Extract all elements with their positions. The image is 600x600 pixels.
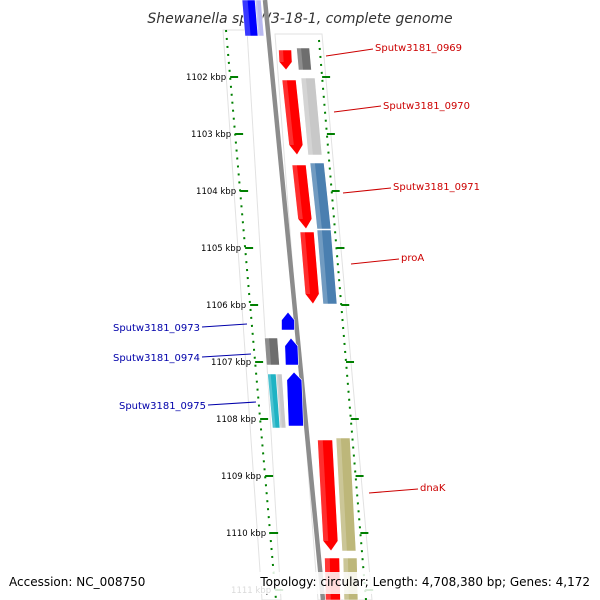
cds-block-sputw3181-0975-gray-highlight (276, 374, 283, 428)
gene-arrow-dnak (317, 439, 339, 552)
cds-block-sputw3181-0969 (296, 47, 312, 71)
gene-leader-line (201, 323, 248, 328)
scale-tick-label: 1109 kbp (221, 472, 261, 482)
gene-leader-line (368, 488, 419, 494)
scale-tick-label: 1105 kbp (201, 244, 241, 254)
scale-tick-label: 1110 kbp (226, 529, 266, 539)
scale-tick-label: 1104 kbp (196, 187, 236, 197)
cds-top-partial-shade-highlight (255, 0, 261, 36)
inner-ring-band (222, 29, 282, 600)
gene-label: Sputw3181_0970 (383, 101, 470, 112)
gene-label: Sputw3181_0971 (393, 182, 480, 193)
gene-arrow-sputw3181-0971-highlight (292, 165, 303, 219)
feature-tracks (241, 0, 359, 600)
gene-arrow-dnak-highlight (317, 440, 329, 541)
map-title: Shewanella sp. W3-18-1, complete genome (147, 11, 452, 27)
cds-block-dnak-highlight (336, 438, 347, 551)
genome-backbone (262, 0, 326, 600)
cds-top-partial-highlight (242, 0, 251, 36)
cds-block-sputw3181-0969-highlight (296, 48, 304, 70)
gene-arrow-sputw3181-0973 (281, 311, 295, 331)
scale-tick-label: 1102 kbp (186, 73, 226, 83)
cds-block-sputw3181-0971 (309, 162, 332, 230)
cds-block-dnak (335, 437, 357, 552)
cds-block-sputw3181-0971-highlight (310, 163, 322, 229)
gene-arrow-sputw3181-0970 (281, 79, 304, 156)
cds-block-sputw3181-0975-highlight (267, 374, 276, 428)
cds-top-partial-shade (254, 0, 265, 37)
accession-text: Accession: NC_008750 (9, 575, 145, 589)
gene-label: Sputw3181_0969 (375, 43, 462, 54)
gene-arrow-sputw3181-0975 (286, 371, 304, 427)
gene-label: proA (401, 253, 424, 264)
gene-label: dnaK (420, 483, 446, 494)
gene-arrow-proa-highlight (300, 232, 311, 294)
gene-leader-line (342, 187, 392, 194)
gene-leader-line (325, 48, 374, 57)
scale-tick-label: 1106 kbp (206, 301, 246, 311)
gene-arrow-sputw3181-0970-highlight (282, 80, 294, 145)
gene-arrow-sputw3181-0974 (284, 337, 299, 366)
genome-summary-text: Topology: circular; Length: 4,708,380 bp… (259, 575, 590, 589)
gene-label: Sputw3181_0974 (113, 353, 200, 364)
scale-tick-label: 1103 kbp (191, 130, 231, 140)
cds-block-sputw3181-0974 (264, 337, 280, 366)
cds-block-proa (316, 229, 338, 305)
gene-leader-line (201, 353, 252, 358)
gene-arrow-sputw3181-0969-highlight (278, 50, 284, 62)
cds-block-proa-highlight (317, 230, 328, 304)
footer-background (0, 572, 600, 594)
gene-leader-line (350, 258, 400, 265)
scale-tick-label: 1108 kbp (216, 415, 256, 425)
gene-labels: Sputw3181_0969 Sputw3181_0970 Sputw3181_09… (113, 43, 480, 494)
cds-block-sputw3181-0970 (300, 77, 323, 156)
gene-leader-line (333, 105, 382, 113)
gene-arrow-sputw3181-0971 (291, 164, 313, 230)
cds-block-sputw3181-0975-gray (275, 373, 287, 429)
gene-label: Sputw3181_0973 (113, 323, 200, 334)
cds-block-sputw3181-0970-highlight (301, 78, 313, 155)
gene-arrow-sputw3181-0969 (278, 49, 293, 71)
gene-arrow-proa (299, 231, 320, 305)
gene-label: Sputw3181_0975 (119, 401, 206, 412)
gene-leader-line (207, 401, 257, 406)
outer-tick-ring (318, 39, 367, 600)
scale-tick-label: 1107 kbp (211, 358, 251, 368)
cds-block-sputw3181-0974-highlight (264, 338, 272, 365)
